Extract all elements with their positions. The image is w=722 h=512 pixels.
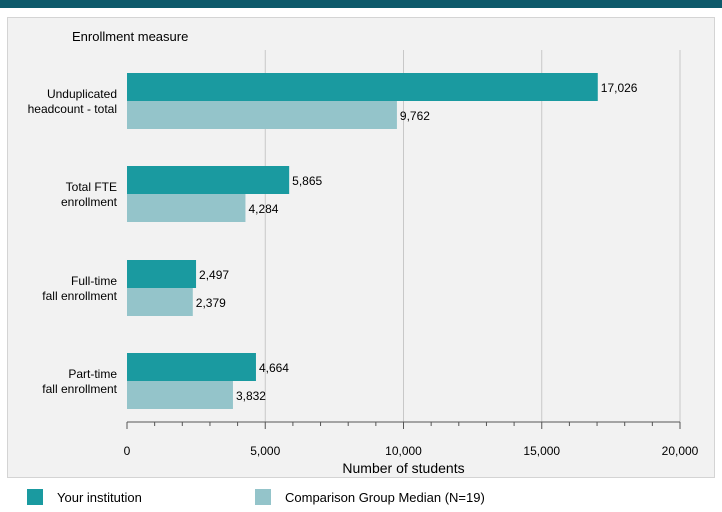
category-label: enrollment [61,195,118,209]
x-tick-label: 0 [124,444,131,458]
category-label: fall enrollment [42,382,117,396]
category-label: Full-time [71,274,117,288]
x-tick-label: 15,000 [523,444,560,458]
y-axis-title: Enrollment measure [72,29,189,44]
legend-item-your-institution: Your institution [27,489,142,505]
bar-comparison-median [127,288,193,316]
bar-comparison-median [127,381,233,409]
data-label: 4,284 [248,202,278,216]
data-label: 3,832 [236,389,266,403]
data-label: 17,026 [601,81,638,95]
x-tick-label: 20,000 [662,444,699,458]
category-label: fall enrollment [42,289,117,303]
bar-comparison-median [127,194,246,222]
legend-label-comparison-median: Comparison Group Median (N=19) [285,489,485,505]
category-label: Total FTE [66,180,117,194]
data-label: 2,497 [199,268,229,282]
category-label: Part-time [68,367,117,381]
legend-label-your-institution: Your institution [57,489,142,505]
x-tick-label: 10,000 [385,444,422,458]
data-label: 2,379 [196,296,226,310]
bar-your-institution [127,353,256,381]
x-axis-title: Number of students [342,460,464,476]
x-tick-label: 5,000 [250,444,280,458]
legend-item-comparison-median: Comparison Group Median (N=19) [255,489,485,505]
legend-swatch-comparison-median [255,489,271,505]
bar-your-institution [127,260,197,288]
data-label: 4,664 [259,361,289,375]
data-label: 9,762 [400,109,430,123]
category-label: Unduplicated [47,87,117,101]
legend-swatch-your-institution [27,489,43,505]
bar-your-institution [127,73,598,101]
data-label: 5,865 [292,174,322,188]
header-bar [0,0,722,8]
category-label: headcount - total [28,102,117,116]
bar-comparison-median [127,101,397,129]
bar-your-institution [127,166,290,194]
